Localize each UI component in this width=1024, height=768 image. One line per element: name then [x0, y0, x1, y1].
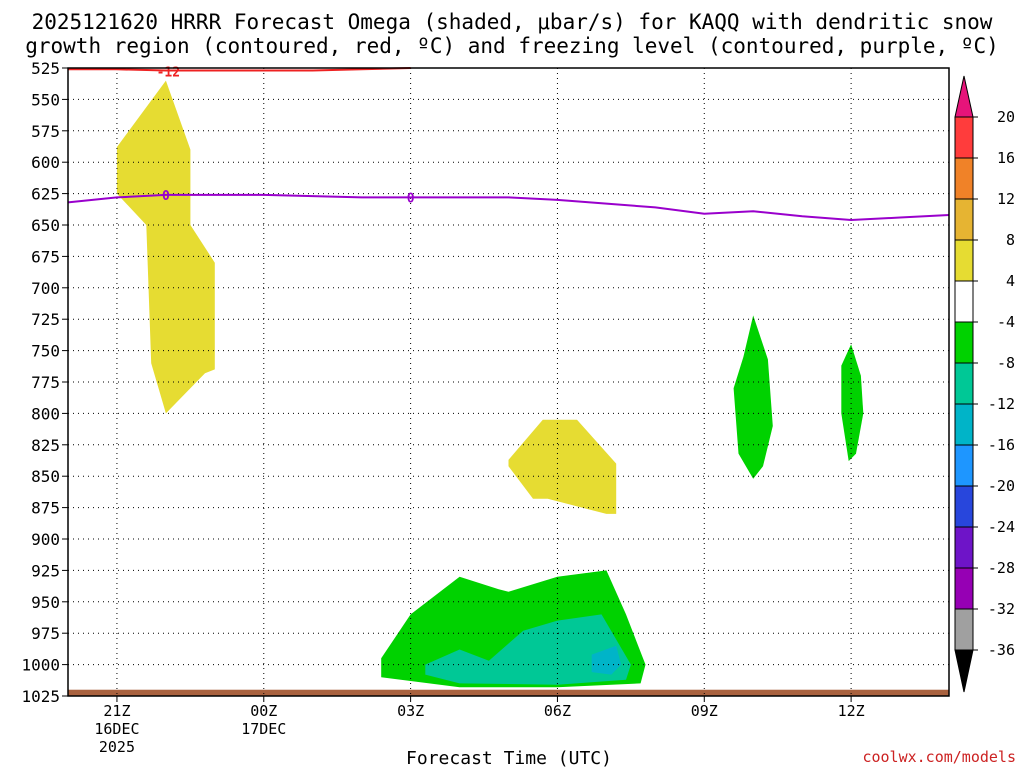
x-tick-sublabel-1: 17DEC	[241, 720, 286, 738]
colorbar-bin-11	[954, 567, 974, 610]
omega-region-0	[116, 80, 215, 414]
colorbar-label-4: 4	[1006, 272, 1015, 290]
colorbar-bin-5	[954, 321, 974, 364]
y-tick-label-2: 575	[31, 122, 60, 141]
colorbar-label-11: -28	[988, 559, 1015, 577]
colorbar-label-8: -16	[988, 436, 1015, 454]
chart-title-line1: 2025121620 HRRR Forecast Omega (shaded, …	[32, 10, 993, 34]
colorbar-bottom-arrow	[954, 649, 974, 693]
y-tick-label-13: 850	[31, 467, 60, 486]
freezing-level-label-1: 0	[407, 191, 415, 206]
y-tick-label-8: 725	[31, 310, 60, 329]
colorbar-bin-7	[954, 403, 974, 446]
colorbar-bin-10	[954, 526, 974, 569]
chart-title-line2: growth region (contoured, red, ºC) and f…	[25, 34, 999, 58]
y-tick-label-20: 1025	[21, 687, 60, 706]
colorbar-label-5: -4	[997, 313, 1015, 331]
y-tick-label-12: 825	[31, 436, 60, 455]
y-tick-label-4: 625	[31, 185, 60, 204]
colorbar-bin-4	[954, 280, 974, 323]
colorbar-bin-1	[954, 157, 974, 200]
x-tick-label-2: 03Z	[397, 702, 424, 720]
colorbar: 20 16 12 8 4 -4 -8 -12 -16 -20 -24 -28 -32 -36	[954, 75, 1015, 693]
colorbar-bin-2	[954, 198, 974, 241]
x-tick-label-1: 00Z	[250, 702, 277, 720]
y-tick-label-5: 650	[31, 216, 60, 235]
y-tick-label-14: 875	[31, 499, 60, 518]
colorbar-label-0: 20	[997, 108, 1015, 126]
omega-region-4	[591, 645, 622, 675]
credit-text: coolwx.com/models	[862, 748, 1016, 766]
dgz-contour-label: -12	[157, 66, 180, 81]
y-tick-label-16: 925	[31, 561, 60, 580]
x-tick-sublabel-0: 16DEC	[94, 720, 139, 738]
colorbar-label-10: -24	[988, 518, 1015, 536]
colorbar-bin-6	[954, 362, 974, 405]
x-axis-label: Forecast Time (UTC)	[406, 748, 612, 768]
omega-region-5	[733, 315, 773, 479]
y-tick-label-11: 800	[31, 404, 60, 423]
y-tick-label-6: 675	[31, 247, 60, 266]
y-tick-label-15: 900	[31, 530, 60, 549]
colorbar-label-2: 12	[997, 190, 1015, 208]
colorbar-bin-3	[954, 239, 974, 282]
y-tick-label-7: 700	[31, 279, 60, 298]
y-tick-label-18: 975	[31, 624, 60, 643]
y-tick-label-3: 600	[31, 153, 60, 172]
dgz-contour-line	[68, 67, 411, 72]
y-tick-label-9: 750	[31, 342, 60, 361]
colorbar-label-13: -36	[988, 641, 1015, 659]
y-tick-label-10: 775	[31, 373, 60, 392]
colorbar-label-9: -20	[988, 477, 1015, 495]
x-tick-year-0: 2025	[99, 738, 135, 756]
omega-region-6	[841, 344, 864, 462]
colorbar-label-6: -8	[997, 354, 1015, 372]
colorbar-label-1: 16	[997, 149, 1015, 167]
colorbar-bin-8	[954, 444, 974, 487]
x-tick-label-3: 06Z	[544, 702, 571, 720]
colorbar-bin-0	[954, 116, 974, 159]
colorbar-label-12: -32	[988, 600, 1015, 618]
x-tick-label-0: 21Z	[103, 702, 130, 720]
y-tick-label-1: 550	[31, 90, 60, 109]
y-tick-label-17: 950	[31, 593, 60, 612]
freezing-level-label-0: 0	[162, 189, 170, 204]
colorbar-label-3: 8	[1006, 231, 1015, 249]
omega-region-3	[425, 614, 631, 685]
surface-band	[68, 689, 949, 696]
x-tick-label-4: 09Z	[691, 702, 718, 720]
y-tick-label-0: 525	[31, 59, 60, 78]
colorbar-bin-9	[954, 485, 974, 528]
plot-area: 0 0 -12	[67, 66, 950, 697]
y-axis: 525 550 575 600 625 650 675 700 725 750 775 800 825 8…	[21, 59, 68, 706]
freezing-level-line	[67, 193, 950, 222]
x-tick-label-5: 12Z	[838, 702, 865, 720]
colorbar-bin-12	[954, 608, 974, 651]
y-tick-label-19: 1000	[21, 656, 60, 675]
colorbar-label-7: -12	[988, 395, 1015, 413]
omega-region-1	[508, 419, 617, 514]
